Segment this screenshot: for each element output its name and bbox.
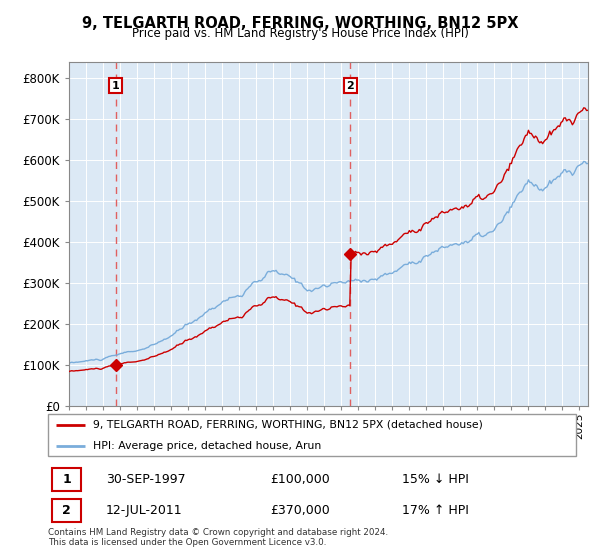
Text: 12-JUL-2011: 12-JUL-2011: [106, 504, 183, 517]
Text: 2: 2: [62, 504, 71, 517]
Text: HPI: Average price, detached house, Arun: HPI: Average price, detached house, Arun: [93, 441, 321, 451]
Text: 9, TELGARTH ROAD, FERRING, WORTHING, BN12 5PX: 9, TELGARTH ROAD, FERRING, WORTHING, BN1…: [82, 16, 518, 31]
Text: 9, TELGARTH ROAD, FERRING, WORTHING, BN12 5PX (detached house): 9, TELGARTH ROAD, FERRING, WORTHING, BN1…: [93, 420, 483, 430]
Bar: [52, 468, 81, 491]
Text: 30-SEP-1997: 30-SEP-1997: [106, 473, 186, 486]
Text: 15% ↓ HPI: 15% ↓ HPI: [402, 473, 469, 486]
Text: £100,000: £100,000: [270, 473, 329, 486]
Text: Contains HM Land Registry data © Crown copyright and database right 2024.
This d: Contains HM Land Registry data © Crown c…: [48, 528, 388, 547]
Text: Price paid vs. HM Land Registry's House Price Index (HPI): Price paid vs. HM Land Registry's House …: [131, 27, 469, 40]
Text: 17% ↑ HPI: 17% ↑ HPI: [402, 504, 469, 517]
Text: 1: 1: [62, 473, 71, 486]
Text: 1: 1: [112, 81, 119, 91]
Text: 2: 2: [347, 81, 355, 91]
Text: £370,000: £370,000: [270, 504, 329, 517]
Bar: [52, 500, 81, 522]
